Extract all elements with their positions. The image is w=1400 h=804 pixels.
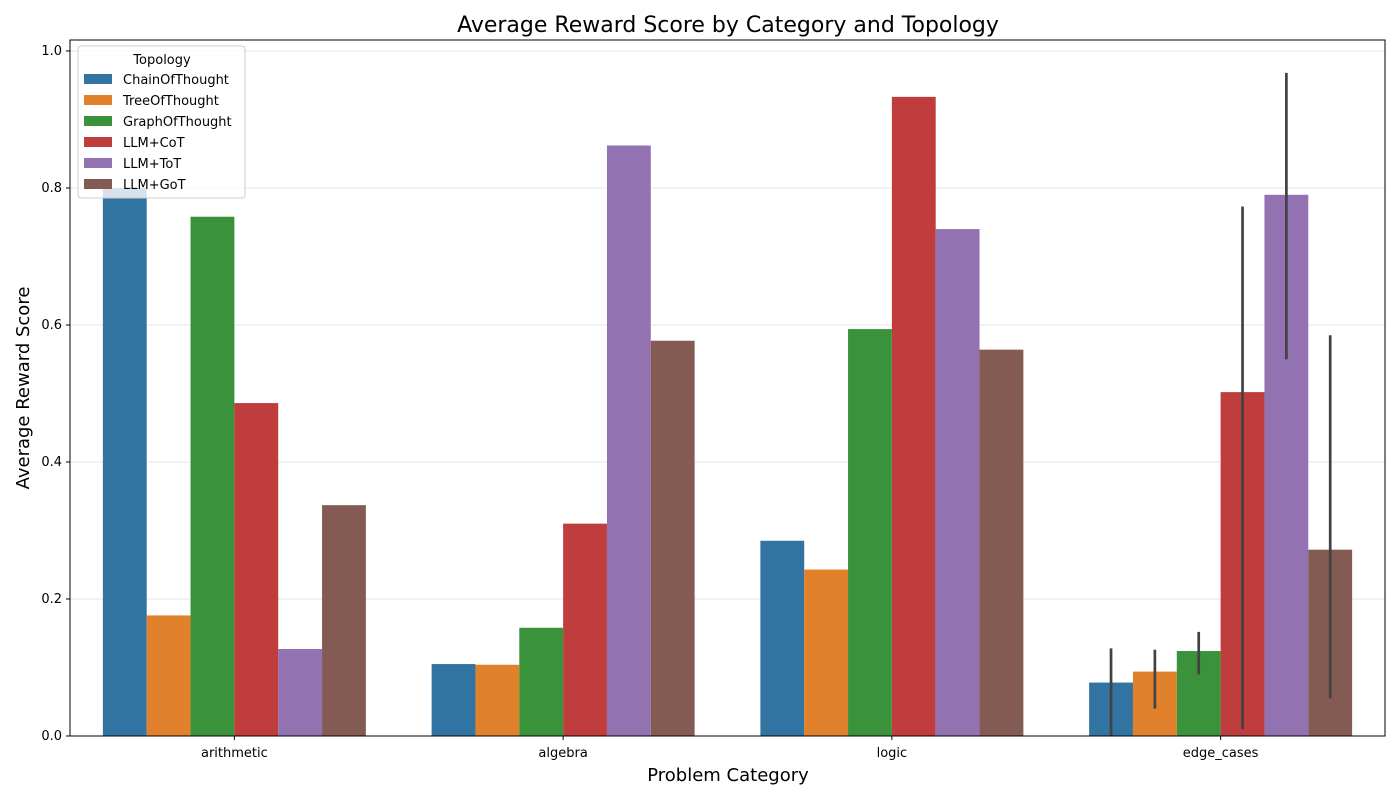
bar-LLM+ToT-arithmetic <box>278 649 323 736</box>
legend-swatch-LLM+CoT <box>84 137 112 147</box>
legend-box <box>77 45 246 199</box>
axes <box>66 39 1386 740</box>
x-tick-label: logic <box>877 746 908 761</box>
legend-swatch-LLM+GoT <box>84 179 112 189</box>
y-axis-label: Average Reward Score <box>13 287 34 490</box>
bar-LLM+GoT-arithmetic <box>322 505 366 736</box>
y-tick-label: 0.0 <box>41 729 62 744</box>
x-tick-label: algebra <box>538 746 587 761</box>
bar-GraphOfThought-algebra <box>519 627 564 736</box>
legend-label: LLM+ToT <box>123 157 181 172</box>
bar-LLM+ToT-logic <box>935 229 980 736</box>
legend-swatch-LLM+ToT <box>84 158 112 168</box>
legend-label: LLM+CoT <box>123 136 185 151</box>
legend-swatch-ChainOfThought <box>84 74 112 84</box>
error-bars <box>1109 72 1332 736</box>
bar-TreeOfThought-logic <box>804 569 849 736</box>
bar-LLM+CoT-arithmetic <box>234 403 279 736</box>
y-tick-label: 1.0 <box>41 44 62 59</box>
legend-title: Topology <box>132 53 191 68</box>
bar-LLM+CoT-algebra <box>563 523 607 736</box>
bar-GraphOfThought-arithmetic <box>190 216 235 736</box>
bar-LLM+GoT-logic <box>979 349 1024 736</box>
bar-ChainOfThought-arithmetic <box>102 187 147 736</box>
bars <box>102 96 1353 736</box>
legend-swatch-GraphOfThought <box>84 116 112 126</box>
x-axis-label: Problem Category <box>647 765 809 786</box>
bar-TreeOfThought-algebra <box>475 664 520 736</box>
y-tick-label: 0.4 <box>41 455 62 470</box>
plot-frame <box>69 39 1386 737</box>
y-tick-label: 0.2 <box>41 592 62 607</box>
legend-label: ChainOfThought <box>123 73 229 88</box>
legend-label: GraphOfThought <box>123 115 232 130</box>
y-tick-label: 0.6 <box>41 318 62 333</box>
legend-swatch-TreeOfThought <box>84 95 112 105</box>
legend-label: LLM+GoT <box>123 178 186 193</box>
legend: Topology ChainOfThought TreeOfThought Grap… <box>77 45 246 199</box>
x-tick-label: edge_cases <box>1183 746 1259 761</box>
bar-ChainOfThought-logic <box>760 540 805 736</box>
bar-LLM+CoT-logic <box>891 96 936 736</box>
tick-labels: 0.0 0.2 0.4 0.6 0.8 1.0 arithmetic algebra logic… <box>41 44 1258 761</box>
bar-LLM+ToT-algebra <box>606 145 651 736</box>
bar-GraphOfThought-logic <box>848 329 892 736</box>
x-tick-label: arithmetic <box>201 746 268 761</box>
bar-LLM+GoT-algebra <box>650 340 695 736</box>
legend-label: TreeOfThought <box>122 94 219 109</box>
bar-TreeOfThought-arithmetic <box>146 615 191 736</box>
y-tick-label: 0.8 <box>41 181 62 196</box>
chart-title: Average Reward Score by Category and Top… <box>457 13 999 38</box>
bar-ChainOfThought-algebra <box>431 664 476 736</box>
